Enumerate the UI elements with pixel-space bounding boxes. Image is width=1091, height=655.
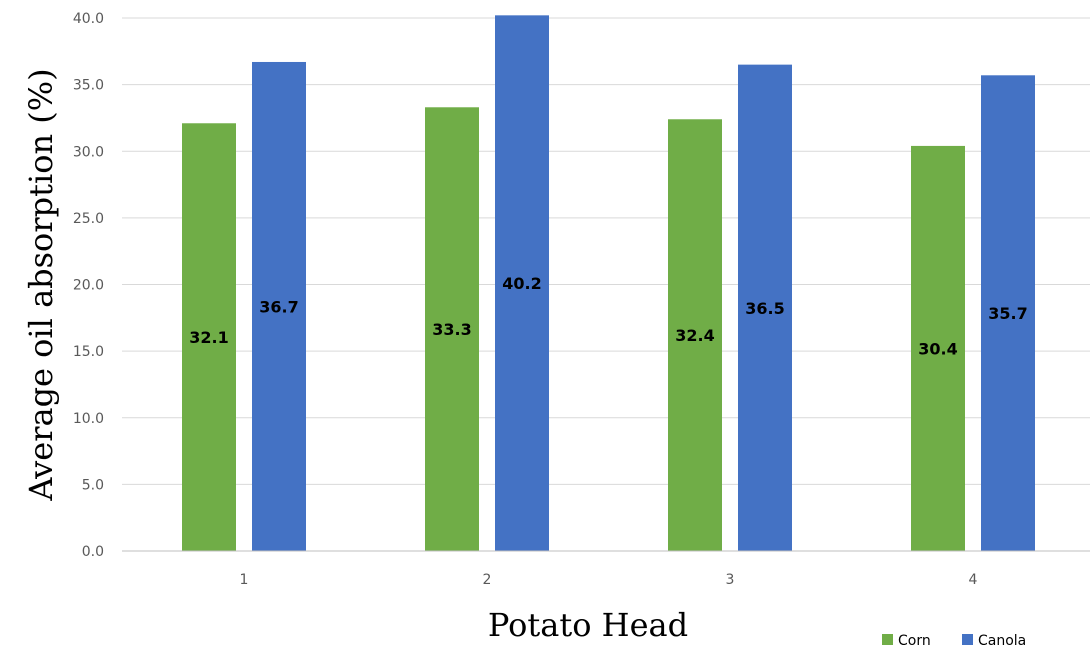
bar-canola-2	[495, 15, 549, 551]
data-label-canola-2: 40.2	[502, 274, 541, 293]
bar-canola-4	[981, 75, 1035, 552]
bars	[182, 15, 1035, 552]
y-tick-label: 25.0	[73, 211, 104, 227]
data-label-canola-1: 36.7	[259, 297, 298, 316]
x-axis-ticks: 1 2 3 4	[240, 572, 978, 588]
legend: Corn Canola	[882, 633, 1026, 649]
y-tick-label: 15.0	[73, 344, 104, 360]
y-tick-label: 5.0	[82, 477, 104, 493]
bar-canola-3	[738, 64, 792, 551]
y-tick-label: 40.0	[73, 11, 104, 27]
bar-corn-3	[668, 119, 722, 552]
data-label-canola-3: 36.5	[745, 299, 784, 318]
legend-label-corn: Corn	[898, 633, 931, 649]
y-axis-ticks: 0.0 5.0 10.0 15.0 20.0 25.0 30.0 35.0 40.0	[73, 11, 104, 560]
legend-swatch-canola	[962, 634, 973, 645]
legend-swatch-corn	[882, 634, 893, 645]
x-tick-label: 2	[483, 572, 492, 588]
legend-label-canola: Canola	[978, 633, 1026, 649]
y-tick-label: 20.0	[73, 278, 104, 294]
y-tick-label: 10.0	[73, 411, 104, 427]
data-label-corn-4: 30.4	[918, 339, 957, 358]
bar-corn-4	[911, 145, 965, 552]
data-labels: 32.1 36.7 33.3 40.2 32.4 36.5 30.4 35.7	[189, 274, 1027, 358]
x-tick-label: 4	[969, 572, 978, 588]
y-tick-label: 30.0	[73, 144, 104, 160]
x-axis-title: Potato Head	[488, 606, 688, 644]
x-tick-label: 3	[726, 572, 735, 588]
bar-corn-1	[182, 123, 236, 551]
data-label-corn-1: 32.1	[189, 328, 228, 347]
data-label-corn-3: 32.4	[675, 326, 714, 345]
y-axis-title: Average oil absorption (%)	[22, 68, 60, 501]
x-tick-label: 1	[240, 572, 249, 588]
y-tick-label: 35.0	[73, 78, 104, 94]
data-label-canola-4: 35.7	[988, 304, 1027, 323]
y-tick-label: 0.0	[82, 544, 104, 560]
data-label-corn-2: 33.3	[432, 320, 471, 339]
bar-canola-1	[252, 61, 306, 551]
bar-corn-2	[425, 107, 479, 551]
